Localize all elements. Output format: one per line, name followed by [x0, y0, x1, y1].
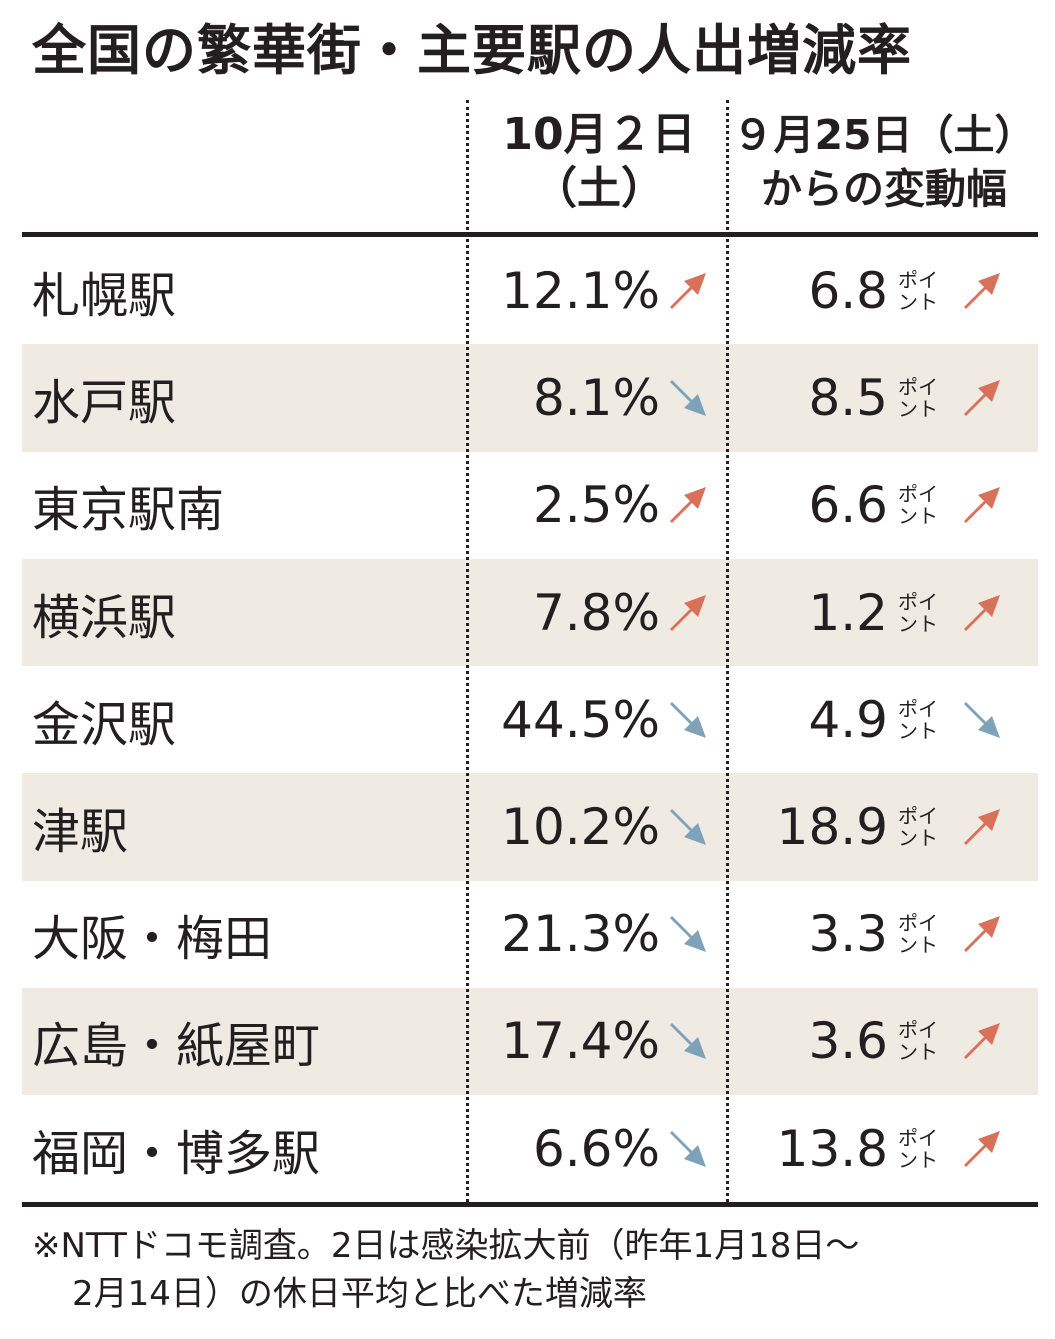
point-unit-line2: ント: [898, 504, 938, 529]
row-point-unit: ポイ ント: [898, 988, 938, 1096]
point-unit-line1: ポイ: [898, 482, 938, 507]
point-unit-line2: ント: [898, 1040, 938, 1065]
change-up-arrow-icon: [960, 269, 1004, 313]
rate-down-arrow-icon: [666, 1019, 710, 1063]
row-location-name: 札幌駅: [32, 267, 177, 324]
column-header-change-line1: ９月25日（土）: [732, 111, 1036, 159]
row-change-value: 18.9: [776, 798, 888, 856]
row-location-name: 大阪・梅田: [32, 911, 273, 968]
table-row: 横浜駅 7.8% 1.2 ポイ ント: [22, 558, 1038, 667]
table-bottom-rule: [22, 1202, 1038, 1207]
footnote: ※NTTドコモ調査。2日は感染拡大前（昨年1月18日～ 2月14日）の休日平均と…: [32, 1222, 1032, 1318]
change-up-arrow-icon: [960, 376, 1004, 420]
point-unit-line2: ント: [898, 933, 938, 958]
row-point-unit: ポイ ント: [898, 1095, 938, 1203]
row-location-name: 福岡・博多駅: [32, 1125, 321, 1182]
row-location-name: 東京駅南: [32, 482, 225, 539]
column-divider-1: [466, 100, 469, 1202]
row-rate-value: 10.2%: [501, 798, 660, 856]
rate-up-arrow-icon: [666, 269, 710, 313]
row-location-name: 金沢駅: [32, 696, 177, 753]
rate-down-arrow-icon: [666, 805, 710, 849]
row-change-value: 3.3: [808, 905, 888, 964]
rate-up-arrow-icon: [666, 483, 710, 527]
chart-title: 全国の繁華街・主要駅の人出増減率: [32, 19, 912, 82]
table-top-rule: [22, 232, 1038, 237]
row-change-value: 13.8: [776, 1119, 888, 1178]
row-location-name: 横浜駅: [32, 589, 177, 646]
row-point-unit: ポイ ント: [898, 344, 938, 452]
table-row: 大阪・梅田 21.3% 3.3 ポイ ント: [22, 880, 1038, 988]
point-unit-line2: ント: [898, 826, 938, 850]
table-row: 水戸駅 8.1% 8.5 ポイ ント: [22, 344, 1038, 453]
row-point-unit: ポイ ント: [898, 666, 938, 774]
rate-down-arrow-icon: [666, 1127, 710, 1171]
row-point-unit: ポイ ント: [898, 559, 938, 667]
footnote-line1: ※NTTドコモ調査。2日は感染拡大前（昨年1月18日～: [32, 1226, 860, 1266]
table-row: 東京駅南 2.5% 6.6 ポイ ント: [22, 451, 1038, 559]
point-unit-line1: ポイ: [898, 804, 938, 828]
rate-down-arrow-icon: [666, 376, 710, 420]
point-unit-line1: ポイ: [898, 696, 938, 721]
row-rate-value: 6.6%: [532, 1119, 660, 1178]
row-rate-value: 2.5%: [532, 476, 660, 535]
row-location-name: 水戸駅: [32, 375, 177, 432]
row-point-unit: ポイ ント: [898, 880, 938, 988]
point-unit-line1: ポイ: [898, 1018, 938, 1043]
row-rate-value: 7.8%: [532, 583, 660, 642]
table-row: 津駅 10.2% 18.9 ポイ ント: [22, 773, 1038, 881]
row-point-unit: ポイ ント: [898, 773, 938, 881]
row-location-name: 津駅: [32, 804, 129, 860]
row-location-name: 広島・紙屋町: [32, 1018, 321, 1075]
row-rate-value: 8.1%: [532, 369, 660, 428]
rate-down-arrow-icon: [666, 698, 710, 742]
column-divider-2: [726, 100, 729, 1202]
table-row: 広島・紙屋町 17.4% 3.6 ポイ ント: [22, 987, 1038, 1096]
point-unit-line2: ント: [898, 1147, 938, 1172]
point-unit-line2: ント: [898, 718, 938, 743]
rate-down-arrow-icon: [666, 912, 710, 956]
row-rate-value: 44.5%: [501, 690, 660, 749]
change-up-arrow-icon: [960, 805, 1004, 849]
column-header-date-line2: （土）: [533, 163, 665, 214]
point-unit-line1: ポイ: [898, 375, 938, 400]
row-change-value: 6.8: [808, 261, 888, 320]
table-row: 金沢駅 44.5% 4.9 ポイ ント: [22, 666, 1038, 774]
row-rate-value: 17.4%: [501, 1012, 660, 1071]
point-unit-line2: ント: [898, 611, 938, 636]
change-up-arrow-icon: [960, 483, 1004, 527]
column-header-date: 10月２日 （土）: [470, 108, 728, 216]
point-unit-line1: ポイ: [898, 1125, 938, 1150]
change-up-arrow-icon: [960, 1127, 1004, 1171]
rate-up-arrow-icon: [666, 591, 710, 635]
table-row: 札幌駅 12.1% 6.8 ポイ ント: [22, 237, 1038, 345]
row-change-value: 6.6: [808, 476, 888, 535]
table-row: 福岡・博多駅 6.6% 13.8 ポイ ント: [22, 1095, 1038, 1203]
row-change-value: 3.6: [808, 1012, 888, 1071]
column-header-change-line2: からの変動幅: [761, 165, 1007, 213]
point-unit-line1: ポイ: [898, 911, 938, 936]
row-rate-value: 21.3%: [501, 905, 660, 964]
point-unit-line2: ント: [898, 397, 938, 422]
row-change-value: 4.9: [808, 690, 888, 749]
column-header-date-line1: 10月２日: [502, 109, 696, 160]
change-up-arrow-icon: [960, 912, 1004, 956]
row-change-value: 1.2: [808, 583, 888, 642]
point-unit-line2: ント: [898, 289, 938, 314]
footnote-line2: 2月14日）の休日平均と比べた増減率: [72, 1274, 647, 1314]
point-unit-line1: ポイ: [898, 267, 938, 292]
row-change-value: 8.5: [808, 369, 888, 428]
row-point-unit: ポイ ント: [898, 237, 938, 345]
change-down-arrow-icon: [960, 698, 1004, 742]
change-up-arrow-icon: [960, 1019, 1004, 1063]
change-up-arrow-icon: [960, 591, 1004, 635]
point-unit-line1: ポイ: [898, 589, 938, 614]
row-point-unit: ポイ ント: [898, 451, 938, 559]
column-header-change: ９月25日（土） からの変動幅: [728, 108, 1040, 216]
row-rate-value: 12.1%: [501, 261, 660, 320]
